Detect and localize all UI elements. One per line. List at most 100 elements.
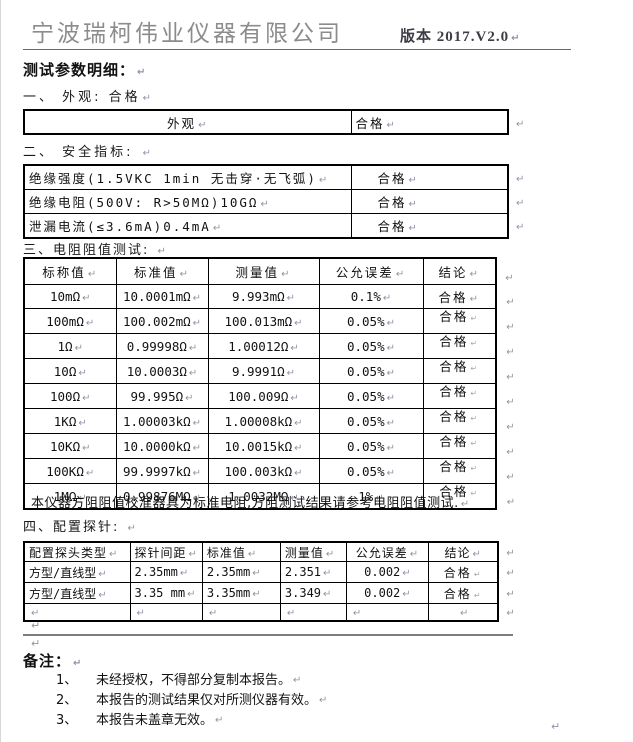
- paragraph-mark-icon: ↵: [516, 118, 525, 130]
- col-header-error: 公允误差 ↵: [345, 541, 429, 562]
- empty-cell: ↵: [345, 603, 429, 622]
- col-header-conclusion: 结论 ↵: [422, 257, 497, 285]
- probe-type-cell: 方型/直线型 ↵: [23, 561, 131, 583]
- paragraph-mark-icon: ↵: [73, 658, 83, 669]
- result-cell: 合格 ↵: [422, 284, 497, 309]
- error-cell: 1% ↵: [318, 483, 424, 510]
- safety-item-cell: 绝缘电阻(500V: R>50MΩ)10GΩ ↵: [23, 189, 352, 214]
- paragraph-mark-icon: ↵: [137, 67, 147, 78]
- paragraph-mark-icon: ↵: [31, 619, 41, 632]
- table-row: 1KΩ ↵ 1.00003kΩ ↵ 1.00008kΩ ↵ 0.05% ↵ 合格 ↵ ↵: [23, 408, 518, 434]
- paragraph-mark-icon: ↵: [506, 568, 515, 579]
- empty-cell: ↵: [279, 603, 347, 622]
- measured-cell: 2.351 ↵: [279, 561, 347, 583]
- paragraph-mark-icon: ↵: [395, 269, 407, 280]
- paragraph-mark-icon: ↵: [409, 548, 420, 560]
- row-end-cell: ↵: [498, 583, 520, 604]
- paragraph-mark-icon: ↵: [551, 720, 561, 733]
- cell-end-mark-icon: ↵: [470, 314, 480, 323]
- cell-end-mark-icon: ↵: [470, 414, 480, 423]
- row-end-cell: ↵: [496, 309, 518, 334]
- version-label: 版本 2017.V2.0 ↵: [400, 25, 520, 46]
- result-cell: 合格 ↵: [422, 308, 497, 334]
- paragraph-mark-icon: ↵: [506, 608, 515, 620]
- measured-cell: 1.0032MΩ ↵: [207, 483, 320, 510]
- row-end-cell: ↵: [508, 110, 530, 134]
- paragraph-mark-icon: ↵: [192, 492, 202, 504]
- paragraph-mark-icon: ↵: [85, 317, 95, 329]
- measured-cell: 9.993mΩ ↵: [207, 284, 320, 309]
- paragraph-mark-icon: ↵: [281, 269, 292, 280]
- paragraph-mark-icon: ↵: [352, 608, 362, 619]
- appearance-table: 外观 ↵ 合格 ↵ ↵: [23, 109, 530, 135]
- paragraph-mark-icon: ↵: [506, 296, 515, 308]
- paragraph-mark-icon: ↵: [325, 548, 336, 560]
- standard-cell: 0.99876MΩ ↵: [115, 483, 209, 510]
- result-cell: 合格 ↵: [427, 582, 500, 604]
- error-cell: 0.002 ↵: [345, 561, 429, 583]
- row-end-cell: ↵: [508, 190, 530, 214]
- paragraph-mark-icon: ↵: [386, 119, 397, 131]
- standard-cell: 0.99998Ω ↵: [115, 333, 209, 359]
- table-row: 外观 ↵ 合格 ↵ ↵: [23, 109, 530, 135]
- paragraph-mark-icon: ↵: [375, 492, 384, 504]
- paragraph-mark-icon: ↵: [319, 695, 328, 706]
- nominal-cell: 100Ω ↵: [23, 383, 117, 409]
- paragraph-mark-icon: ↵: [386, 467, 396, 479]
- paragraph-mark-icon: ↵: [516, 222, 525, 234]
- result-cell: 合格 ↵: [427, 561, 500, 583]
- error-cell: 0.05% ↵: [318, 458, 424, 484]
- paragraph-mark-icon: ↵: [506, 497, 516, 508]
- section-safety-heading: 二、 安全指标: ↵: [23, 145, 155, 160]
- cell-end-mark-icon: ↵: [473, 569, 483, 579]
- remarks-heading: 备注： ↵: [23, 652, 83, 670]
- paragraph-mark-icon: ↵: [382, 293, 392, 304]
- remark-text: 未经授权，不得部分复制本报告。: [96, 673, 292, 688]
- paragraph-mark-icon: ↵: [85, 467, 95, 479]
- paragraph-mark-icon: ↵: [386, 442, 396, 454]
- row-end-cell: ↵: [496, 384, 518, 409]
- row-end-cell: ↵: [498, 542, 520, 562]
- nominal-cell: 10mΩ ↵: [23, 284, 117, 309]
- table-row: 10Ω ↵ 10.0003Ω ↵ 9.9991Ω ↵ 0.05% ↵ 合格 ↵ ↵: [23, 358, 518, 384]
- paragraph-mark-icon: ↵: [386, 392, 396, 404]
- paragraph-mark-icon: ↵: [293, 675, 302, 686]
- paragraph-mark-icon: ↵: [82, 442, 91, 454]
- paragraph-mark-icon: ↵: [192, 317, 202, 329]
- paragraph-mark-icon: ↵: [188, 342, 198, 354]
- col-header-pitch: 探针间距 ↵: [129, 541, 203, 562]
- paragraph-mark-icon: ↵: [192, 293, 202, 304]
- row-end-cell: ↵: [496, 334, 518, 359]
- paragraph-mark-icon: ↵: [212, 223, 224, 234]
- table-row: 10KΩ ↵ 10.0000kΩ ↵ 10.0015kΩ ↵ 0.05% ↵ 合格 ↵ ↵: [23, 433, 518, 459]
- table-row: 方型/直线型 ↵ 2.35mm ↵ 2.35mm ↵ 2.351 ↵ 0.002 ↵ 合格…: [23, 561, 520, 583]
- safety-result-cell: 合格 ↵: [350, 164, 509, 190]
- row-end-cell: ↵: [496, 409, 518, 434]
- list-item: 2、 本报告的测试结果仅对所测仪器有效。 ↵: [56, 691, 327, 711]
- error-cell: 0.05% ↵: [318, 383, 424, 409]
- safety-item-cell: 泄漏电流(≤3.6mA)0.4mA ↵: [23, 213, 352, 239]
- paragraph-mark-icon: ↵: [294, 317, 303, 329]
- remark-text: 本报告的测试结果仅对所测仪器有效。: [96, 693, 318, 708]
- standard-cell: 2.35mm ↵: [201, 561, 281, 583]
- table-row: 100KΩ ↵ 99.9997kΩ ↵ 100.003kΩ ↵ 0.05% ↵ 合格 ↵ …: [23, 458, 518, 484]
- company-name: 宁波瑞柯伟业仪器有限公司: [31, 21, 343, 46]
- table-row-empty: ↵ ↵ ↵ ↵ ↵ ↵ ↵: [23, 603, 520, 622]
- table-row: 10mΩ ↵ 10.0001mΩ ↵ 9.993mΩ ↵ 0.1% ↵ 合格 ↵ ↵: [23, 284, 518, 309]
- paragraph-mark-icon: ↵: [98, 589, 107, 601]
- table-row: 绝缘电阻(500V: R>50MΩ)10GΩ ↵ 合格 ↵ ↵: [23, 189, 530, 214]
- measured-cell: 3.349 ↵: [279, 582, 347, 604]
- paragraph-mark-icon: ↵: [109, 548, 119, 560]
- nominal-cell: 1Ω ↵: [23, 333, 117, 359]
- paragraph-mark-icon: ↵: [286, 293, 296, 304]
- paragraph-mark-icon: ↵: [260, 199, 271, 210]
- paragraph-mark-icon: ↵: [142, 93, 155, 104]
- section-probe-heading: 四、配置探针: ↵: [23, 520, 138, 535]
- col-header-conclusion: 结论 ↵: [427, 541, 500, 562]
- paragraph-mark-icon: ↵: [87, 269, 99, 280]
- row-end-cell: ↵: [508, 214, 530, 239]
- paragraph-mark-icon: ↵: [198, 119, 209, 131]
- empty-cell: ↵: [129, 603, 203, 622]
- paragraph-mark-icon: ↵: [294, 417, 303, 429]
- cell-end-mark-icon: ↵: [470, 439, 480, 448]
